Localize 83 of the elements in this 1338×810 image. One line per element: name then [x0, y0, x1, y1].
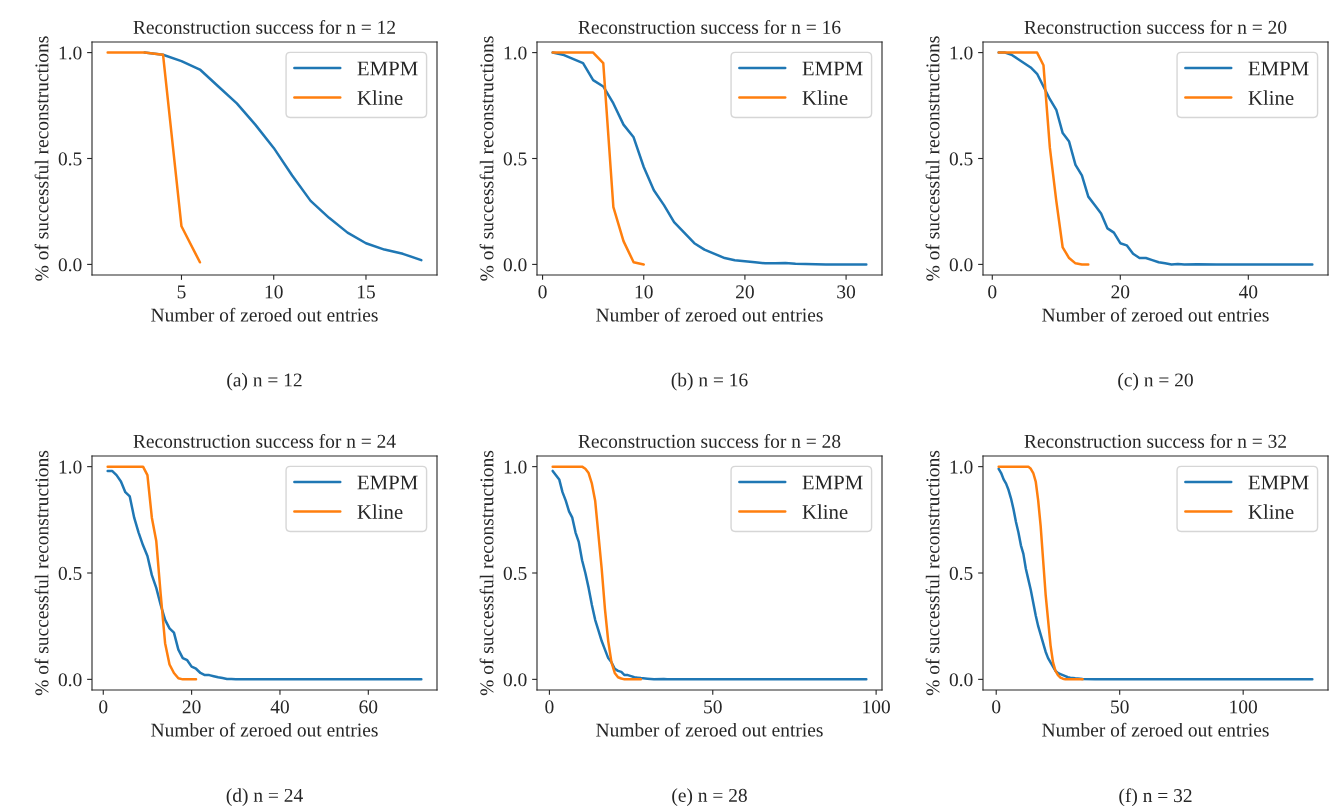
x-tick-label: 20 — [1111, 285, 1130, 299]
legend-label: Kline — [357, 504, 403, 519]
legend-label: Kline — [357, 90, 403, 105]
y-tick-label: 0.0 — [58, 258, 82, 272]
x-axis-title: Number of zeroed out entries — [151, 722, 378, 737]
x-tick-label: 0 — [988, 285, 997, 299]
y-tick-label: 0.0 — [503, 258, 527, 272]
x-tick-label: 40 — [270, 700, 289, 714]
y-axis-title: % of successful reconstructions — [34, 36, 49, 281]
chart-title: Reconstruction success for n = 32 — [1024, 433, 1286, 448]
x-tick-label: 0 — [538, 285, 547, 299]
legend-label: EMPM — [1248, 475, 1309, 490]
y-tick-label: 0.5 — [949, 566, 973, 581]
legend-label: EMPM — [1248, 61, 1309, 76]
line-series — [551, 469, 868, 681]
y-tick-label: 0.0 — [949, 673, 973, 687]
x-tick-label: 15 — [357, 285, 375, 299]
x-tick-label: 0 — [992, 700, 1001, 714]
x-tick-label: 40 — [1238, 285, 1258, 299]
x-axis-title: Number of zeroed out entries — [151, 307, 378, 322]
text: (b) n = 16 — [671, 372, 748, 391]
y-tick-label: 0.5 — [503, 152, 527, 166]
x-axis-title: Number of zeroed out entries — [596, 722, 823, 737]
y-axis-title: % of successful reconstructions — [34, 450, 49, 696]
line-series — [551, 465, 643, 681]
legend-label: EMPM — [802, 61, 863, 76]
x-tick-label: 20 — [182, 700, 201, 714]
chart-title: Reconstruction success for n = 24 — [133, 433, 396, 448]
line-series — [997, 465, 1084, 681]
x-tick-label: 30 — [837, 285, 856, 299]
x-tick-label: 10 — [635, 285, 653, 299]
x-tick-label: 50 — [704, 700, 722, 714]
line-series — [106, 51, 202, 264]
x-tick-label: 5 — [177, 285, 186, 299]
y-tick-label: 1.0 — [504, 46, 527, 60]
y-tick-label: 0.5 — [58, 566, 82, 581]
chart-title: Reconstruction success for n = 28 — [578, 433, 841, 448]
y-axis-title: % of successful reconstructions — [925, 450, 940, 696]
y-tick-label: 0.0 — [58, 673, 82, 687]
x-tick-label: 0 — [99, 700, 108, 714]
y-axis-title: % of successful reconstructions — [925, 36, 940, 281]
line-series — [106, 465, 198, 681]
y-tick-label: 0.5 — [58, 152, 82, 166]
legend-label: Kline — [802, 504, 848, 519]
x-axis-title: Number of zeroed out entries — [1042, 722, 1269, 737]
x-axis-title: Number of zeroed out entries — [596, 307, 823, 322]
chart-title: Reconstruction success for n = 12 — [133, 19, 395, 34]
x-tick-label: 20 — [736, 285, 754, 299]
line-series — [997, 51, 1090, 266]
x-tick-label: 60 — [359, 700, 378, 714]
legend-label: EMPM — [802, 475, 863, 490]
y-tick-label: 1.0 — [59, 46, 82, 60]
y-tick-label: 1.0 — [59, 460, 82, 474]
legend-label: Kline — [802, 90, 848, 105]
text: (f) n = 32 — [1119, 788, 1192, 807]
line-series — [997, 467, 1314, 681]
text: (d) n = 24 — [226, 788, 303, 806]
y-tick-label: 1.0 — [504, 460, 527, 474]
y-tick-label: 0.0 — [949, 258, 973, 272]
legend-label: EMPM — [357, 61, 418, 76]
x-tick-label: 10 — [265, 285, 283, 299]
y-axis-title: % of successful reconstructions — [479, 36, 494, 281]
x-tick-label: 100 — [1230, 700, 1258, 714]
line-series — [551, 51, 645, 266]
chart-title: Reconstruction success for n = 16 — [578, 19, 841, 34]
text: (e) n = 28 — [672, 788, 747, 806]
x-tick-label: 50 — [1111, 700, 1129, 714]
y-tick-label: 1.0 — [950, 460, 973, 474]
x-tick-label: 100 — [863, 700, 890, 714]
legend-label: EMPM — [357, 475, 418, 490]
x-axis-title: Number of zeroed out entries — [1042, 307, 1269, 322]
x-tick-label: 0 — [545, 700, 554, 714]
line-series — [106, 469, 423, 681]
y-tick-label: 0.5 — [503, 566, 527, 581]
chart-title: Reconstruction success for n = 20 — [1024, 19, 1287, 34]
text: (a) n = 12 — [227, 372, 302, 391]
legend-label: Kline — [1248, 504, 1294, 519]
y-tick-label: 0.0 — [503, 673, 527, 687]
y-axis-title: % of successful reconstructions — [479, 450, 494, 696]
legend-label: Kline — [1248, 90, 1294, 105]
y-tick-label: 0.5 — [949, 152, 973, 166]
y-tick-label: 1.0 — [950, 46, 973, 60]
text: (c) n = 20 — [1118, 372, 1193, 391]
